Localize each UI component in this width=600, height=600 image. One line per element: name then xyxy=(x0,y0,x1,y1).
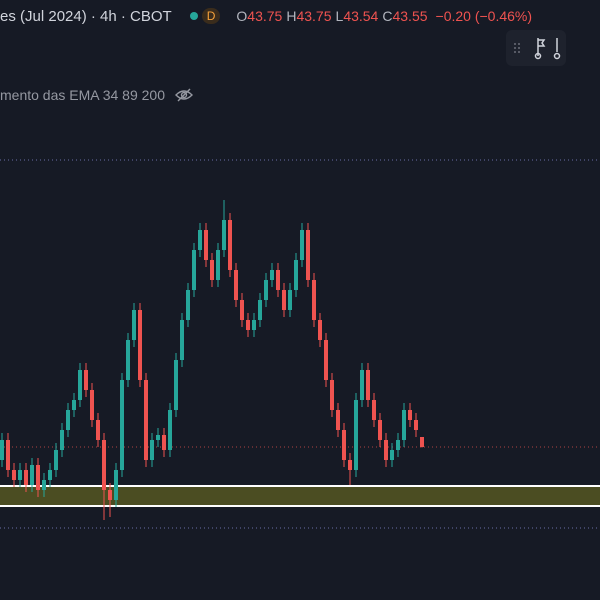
indicator-label[interactable]: mento das EMA 34 89 200 xyxy=(0,87,165,103)
candle-body xyxy=(132,310,136,340)
candle-body xyxy=(162,435,166,450)
candle-body xyxy=(156,435,160,440)
candle-body xyxy=(384,440,388,460)
ohlc-value: 43.55 xyxy=(392,7,428,24)
candle-body xyxy=(408,410,412,420)
candle-body xyxy=(216,250,220,280)
ohlc-label: L xyxy=(335,7,344,24)
candle-body xyxy=(102,440,106,490)
toolbar xyxy=(506,30,566,66)
candle-body xyxy=(348,460,352,470)
candle-body xyxy=(342,430,346,460)
hide-icon[interactable] xyxy=(175,87,193,103)
candle-body xyxy=(198,230,202,250)
candle-body xyxy=(336,410,340,430)
candle-body xyxy=(396,440,400,450)
candle-body xyxy=(90,390,94,420)
ohlc-label: O xyxy=(236,7,248,24)
ohlc-value: 43.54 xyxy=(343,7,379,24)
legend-header: es (Jul 2024) · 4h · CBOT D O43.75 H43.75… xyxy=(0,6,532,26)
candle-body xyxy=(30,465,34,485)
candle-body xyxy=(12,470,16,480)
candle-body xyxy=(414,420,418,430)
candle-body xyxy=(264,280,268,300)
ohlc: O43.75 H43.75 L43.54 C43.55 xyxy=(232,8,427,25)
candle-body xyxy=(294,260,298,290)
candle-body xyxy=(210,260,214,280)
candle-body xyxy=(306,230,310,280)
candle-body xyxy=(120,380,124,470)
candle-body xyxy=(180,320,184,360)
candle-body xyxy=(48,470,52,480)
candle-body xyxy=(204,230,208,260)
candle-body xyxy=(0,440,4,460)
candle-body xyxy=(138,310,142,380)
candle-body xyxy=(372,400,376,420)
candle-body xyxy=(282,290,286,310)
candle-body xyxy=(84,370,88,390)
candle-body xyxy=(300,230,304,260)
candle-body xyxy=(42,480,46,490)
candle-body xyxy=(228,220,232,270)
candle-body xyxy=(270,270,274,280)
candle-body xyxy=(240,300,244,320)
candle-body xyxy=(354,400,358,470)
candle-body xyxy=(168,410,172,450)
ohlc-value: 43.75 xyxy=(247,7,283,24)
candle-body xyxy=(18,470,22,480)
candle-body xyxy=(378,420,382,440)
candle-body xyxy=(174,360,178,410)
ohlc-label: C xyxy=(382,7,393,24)
candle-body xyxy=(150,440,154,460)
candle-body xyxy=(54,450,58,470)
candle-body xyxy=(96,420,100,440)
ohlc-value: 43.75 xyxy=(296,7,332,24)
candle-body xyxy=(72,400,76,410)
candle-body xyxy=(246,320,250,330)
candle-body xyxy=(366,370,370,400)
change: −0.20 (−0.46%) xyxy=(435,8,533,24)
candle-body xyxy=(222,220,226,250)
candle-body xyxy=(186,290,190,320)
candle-body xyxy=(330,380,334,410)
candle-body xyxy=(312,280,316,320)
candle-body xyxy=(144,380,148,460)
candle-body xyxy=(108,490,112,500)
candle-body xyxy=(252,320,256,330)
candle-body xyxy=(126,340,130,380)
zone xyxy=(0,486,600,506)
candle-body xyxy=(276,270,280,290)
candle-body xyxy=(234,270,238,300)
candle-body xyxy=(36,465,40,490)
symbol[interactable]: es (Jul 2024) · 4h · CBOT xyxy=(0,7,172,25)
candle-body xyxy=(324,340,328,380)
toolbar-icons[interactable] xyxy=(506,30,566,66)
candle-body xyxy=(402,410,406,440)
candle-body xyxy=(420,437,424,447)
candle-body xyxy=(192,250,196,290)
indicator-row: mento das EMA 34 89 200 xyxy=(0,87,193,103)
candle-body xyxy=(24,470,28,485)
candle-body xyxy=(78,370,82,400)
candle-body xyxy=(114,470,118,500)
candle-body xyxy=(66,410,70,430)
candle-body xyxy=(318,320,322,340)
candle-body xyxy=(390,450,394,460)
candle-body xyxy=(258,300,262,320)
badge[interactable]: D xyxy=(201,8,221,24)
candle-body xyxy=(288,290,292,310)
ohlc-label: H xyxy=(286,7,297,24)
candle-body xyxy=(6,440,10,470)
candle-body xyxy=(60,430,64,450)
candle-body xyxy=(360,370,364,400)
status-dot xyxy=(189,12,198,20)
